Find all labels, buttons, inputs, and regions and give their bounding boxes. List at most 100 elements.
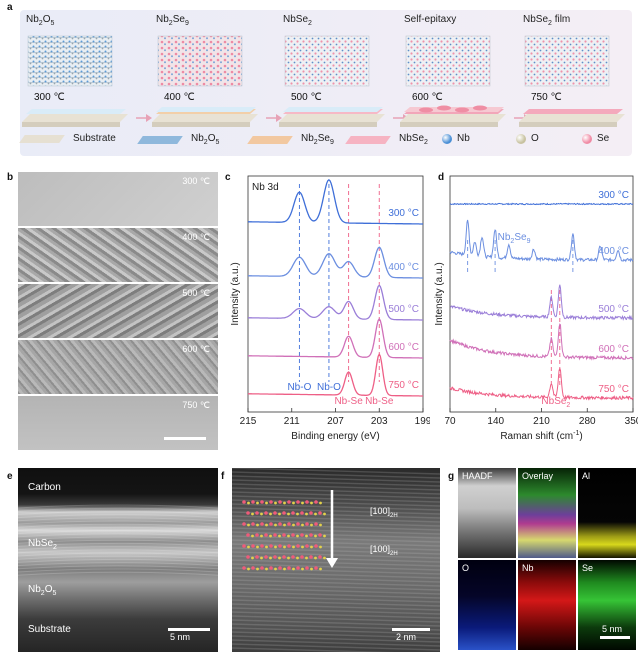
tem-f-atom-se (246, 555, 250, 559)
tem-f-atom-se (282, 511, 286, 515)
tem-f-lattice-line (232, 471, 440, 479)
tem-f-atom-nb (319, 567, 322, 571)
tem-f-atom-se (287, 522, 291, 526)
tem-e-fringe (18, 562, 218, 567)
tem-f-atom-nb (301, 545, 304, 549)
panel-f-letter: f (221, 471, 225, 482)
tem-e-fringe (18, 523, 218, 528)
tem-e-scale-bar (168, 628, 210, 631)
legend-swatch-se (582, 133, 592, 144)
tem-f-lattice-line (232, 619, 440, 627)
tem-f-atom-nb (256, 567, 259, 571)
tem-f-atom-se (291, 555, 295, 559)
tem-f-atom-se (264, 555, 268, 559)
sem-temp-label: 400 ℃ (182, 232, 210, 242)
xps-x-tick-label: 203 (371, 416, 388, 427)
tem-e-fringe (18, 549, 218, 554)
raman-series-line (449, 367, 634, 401)
tem-f-atom-nb (269, 534, 272, 538)
tem-f-lattice-line (232, 539, 440, 547)
tem-e-fringe (18, 565, 218, 570)
raman-series-line (450, 284, 634, 321)
tem-f-atom-se (269, 566, 273, 570)
tem-f-atom-nb (256, 545, 259, 549)
raman-series-label: 750 °C (598, 384, 629, 395)
tem-f-atom-se (260, 500, 264, 504)
panel-a-svg (22, 35, 625, 127)
tem-f-scale-label: 2 nm (396, 632, 417, 642)
tem-e-fringe (18, 546, 218, 551)
raman-series-line (449, 323, 634, 361)
tem-f-atom-nb (305, 534, 308, 538)
legend-item-nb: Nb (442, 133, 470, 144)
tem-f-atom-se (255, 555, 259, 559)
raman-plot-frame (449, 175, 634, 413)
panel-d-letter: d (438, 172, 445, 183)
tem-e-fringe (18, 507, 218, 512)
eds-map-overlay: Overlay (518, 468, 576, 558)
tem-e-fringe (18, 558, 218, 563)
xps-x-tick-label: 215 (240, 416, 257, 427)
tem-f-atom-nb (265, 501, 268, 505)
sem-image-2: 400 ℃ (18, 228, 218, 282)
legend-swatch-nb2o5 (137, 135, 183, 144)
stage-film-4 (400, 105, 506, 127)
tem-e-fringes (18, 504, 218, 576)
eds-map-label: O (462, 563, 470, 573)
xps-annotation-nbse1: Nb-Se (334, 396, 363, 407)
xps-annotation-nbse2: Nb-Se (365, 396, 394, 407)
tem-e-fringe (18, 526, 218, 531)
tem-f-atom-se (278, 522, 282, 526)
tem-f-atom-nb (265, 523, 268, 527)
tem-f-atom-se (314, 500, 318, 504)
tem-f-lattice-line (232, 479, 440, 487)
tem-f-lattice-line (232, 647, 395, 652)
tem-f-atom-nb (323, 534, 326, 538)
tem-f-atom-nb (323, 512, 326, 516)
eds-map-haadf: HAADF (458, 468, 516, 558)
raman-chart: 70 140 210 280 350 Raman shift (cm-1) Intensit… (434, 175, 638, 442)
tem-f-atom-se (318, 511, 322, 515)
tem-f-lattice (232, 468, 440, 652)
tem-e-fringe (18, 552, 218, 557)
xps-x-tick-label: 199 (415, 416, 430, 427)
legend-label-nb: Nb (457, 133, 470, 144)
tem-f-atom-se (309, 533, 313, 537)
stage-film-5 (519, 109, 625, 127)
xps-y-axis-label: Intensity (a.u.) (230, 262, 241, 325)
xps-series-label: 400 °C (388, 262, 419, 273)
tem-f-atom-se (255, 511, 259, 515)
tem-f-lattice-line (232, 491, 440, 499)
stage-title-2: Nb2Se9 (156, 14, 189, 27)
tem-f-atom-se (251, 522, 255, 526)
tem-f-atom-se (273, 511, 277, 515)
tem-f-lattice-line (232, 635, 440, 643)
sem-temp-label: 750 ℃ (182, 400, 210, 410)
stage-title-1: Nb2O5 (26, 14, 55, 27)
tem-e-fringe (18, 571, 218, 576)
tem-f-atom-se (260, 544, 264, 548)
tem-f-atom-nb (319, 523, 322, 527)
panel-a-legend: Substrate Nb2O5 Nb2Se9 NbSe2 Nb O Se (19, 133, 632, 153)
tem-f-atom-nb (287, 512, 290, 516)
sem-temp-label: 500 ℃ (182, 288, 210, 298)
tem-f-atom-nb (287, 556, 290, 560)
tem-e-fringe (18, 533, 218, 538)
eds-scale-bar (600, 636, 630, 639)
raman-series-label: 500 °C (598, 304, 629, 315)
tem-f-lattice-line (232, 591, 440, 599)
tem-f-atom-nb (283, 523, 286, 527)
tem-f-atom-nb (301, 523, 304, 527)
tem-f-atom-nb (283, 545, 286, 549)
tem-f-lattice-line (232, 587, 440, 595)
tem-label-nb2o5: Nb2O5 (28, 584, 57, 597)
raman-x-axis-label: Raman shift (cm-1) (500, 430, 582, 442)
tem-f-atom-se (246, 511, 250, 515)
sem-temp-label: 300 ℃ (182, 176, 210, 186)
tem-f-atom-se (309, 555, 313, 559)
tem-f-lattice-line (232, 527, 440, 535)
tem-f-atom-nb (278, 512, 281, 516)
tem-f-lattice-line (232, 515, 440, 523)
eds-map-label: Al (582, 471, 591, 481)
tem-f-atom-nb (247, 501, 250, 505)
